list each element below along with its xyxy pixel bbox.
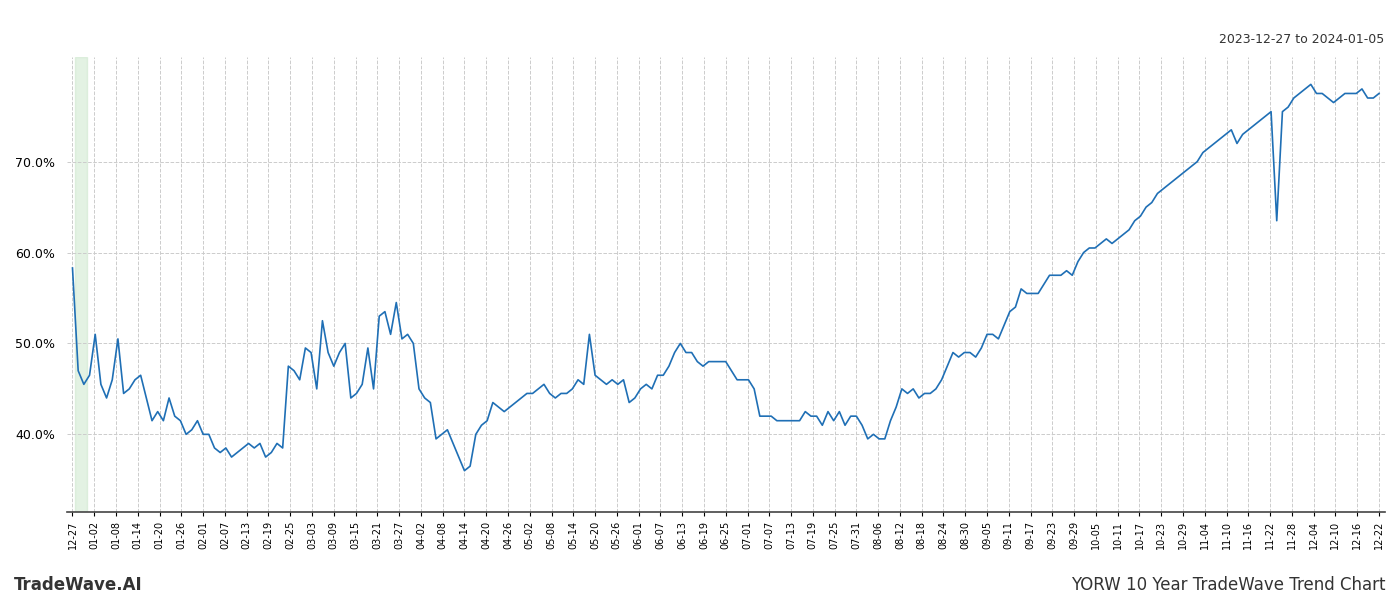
Text: TradeWave.AI: TradeWave.AI <box>14 576 143 594</box>
Bar <box>76 57 87 512</box>
Text: 2023-12-27 to 2024-01-05: 2023-12-27 to 2024-01-05 <box>1219 33 1385 46</box>
Text: YORW 10 Year TradeWave Trend Chart: YORW 10 Year TradeWave Trend Chart <box>1071 576 1386 594</box>
